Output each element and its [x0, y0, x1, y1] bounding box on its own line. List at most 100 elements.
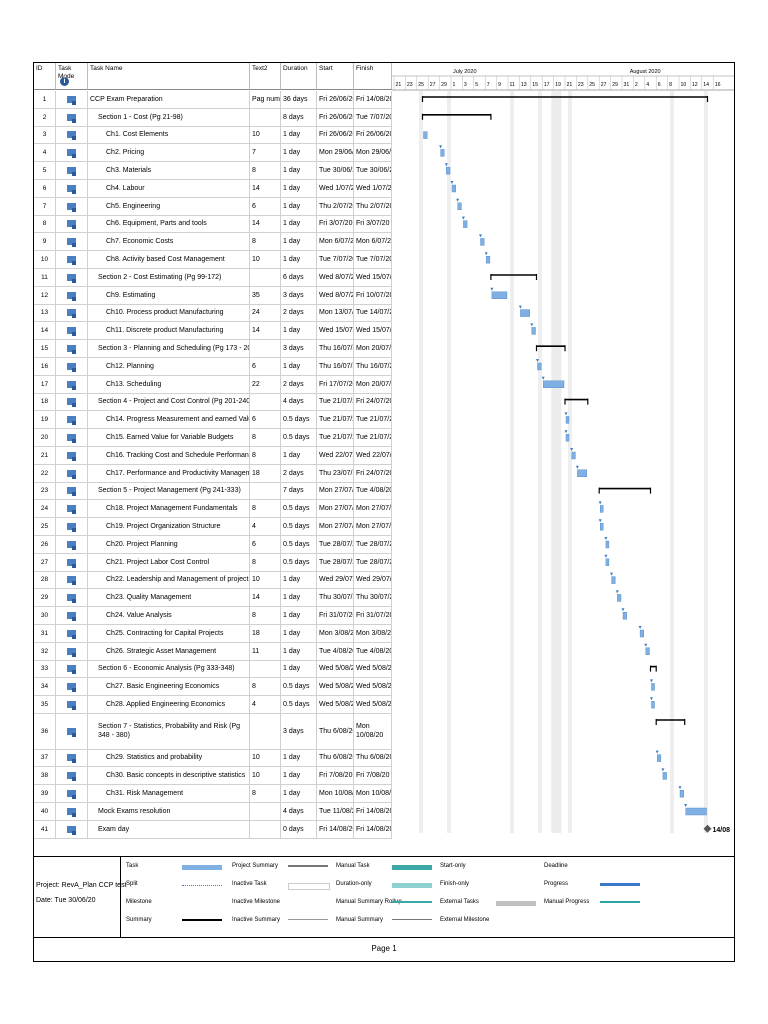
task-start: Tue 28/07/2C: [317, 553, 354, 571]
task-start-text: Fri 3/07/20: [319, 220, 353, 228]
task-bar: [605, 540, 610, 549]
task-start-text: Fri 26/06/20: [319, 113, 354, 121]
task-name: Ch29. Statistics and probability: [88, 749, 250, 767]
task-row[interactable]: 9 Ch7. Economic Costs 8 1 day Mon 6/07/20Mon…: [34, 233, 392, 252]
task-row[interactable]: 24 Ch18. Project Management Fundamentals 8…: [34, 500, 392, 519]
col-name-header[interactable]: Task Name: [88, 63, 250, 90]
task-row[interactable]: 7 Ch5. Engineering 6 1 day Thu 2/07/20 Thu 2/…: [34, 197, 392, 216]
task-name: Ch31. Risk Management: [88, 785, 250, 802]
task-row[interactable]: 35 Ch28. Applied Engineering Economics 4 0.…: [34, 696, 392, 714]
task-row[interactable]: 36 Section 7 - Statistics, Probability an…: [34, 714, 392, 750]
task-row[interactable]: 2 Section 1 - Cost (Pg 21-98) 8 days Fri 26…: [34, 108, 392, 127]
task-text2-text: Pag numbe: [252, 95, 281, 103]
task-row[interactable]: 19 Ch14. Progress Measurement and earned …: [34, 411, 392, 430]
task-row[interactable]: 15 Section 3 - Planning and Scheduling (P…: [34, 340, 392, 358]
task-row[interactable]: 6 Ch4. Labour 14 1 day Wed 1/07/20Wed 1/07/2…: [34, 180, 392, 198]
legend-item-label: Milestone: [126, 899, 152, 905]
task-id-text: 35: [40, 701, 49, 709]
task-name-text: Ch5. Engineering: [106, 202, 161, 210]
task-row[interactable]: 40 Mock Exams resolution 4 days Tue 11/08/2…: [34, 803, 392, 821]
task-bar: [599, 523, 604, 531]
task-finish: Wed 5/08/20: [354, 660, 392, 678]
task-bar: [491, 291, 508, 300]
task-id-text: 3: [42, 131, 47, 139]
task-row[interactable]: 17 Ch13. Scheduling 22 2 days Fri 17/07/20 Mo…: [34, 375, 392, 394]
task-row[interactable]: 16 Ch12. Planning 6 1 day Thu 16/07/2CThu 16…: [34, 358, 392, 376]
task-finish: Tue 4/08/20: [354, 642, 392, 660]
task-name: Section 2 - Cost Estimating (Pg 99-172): [88, 269, 250, 286]
task-name-text: Section 6 - Economic Analysis (Pg 333-34…: [98, 665, 235, 673]
task-row[interactable]: 31 Ch25. Contracting for Capital Projects…: [34, 625, 392, 643]
task-start-text: Fri 31/07/20: [319, 612, 354, 620]
task-row[interactable]: 18 Section 4 - Project and Cost Control (…: [34, 393, 392, 412]
task-row[interactable]: 41 Exam day 0 days Fri 14/08/20 Fri 14/08/20: [34, 820, 392, 839]
task-row[interactable]: 20 Ch15. Earned Value for Variable Budget…: [34, 429, 392, 447]
task-duration: 1 day: [281, 358, 317, 375]
task-finish: Tue 14/07/20: [354, 304, 392, 322]
task-row[interactable]: 8 Ch6. Equipment, Parts and tools 14 1 day F…: [34, 215, 392, 234]
task-row[interactable]: 30 Ch24. Value Analysis 8 1 day Fri 31/07/20…: [34, 607, 392, 625]
task-mode: [56, 144, 88, 162]
task-row[interactable]: 14 Ch11. Discrete product Manufacturing 14…: [34, 322, 392, 341]
task-duration: 1 day: [281, 767, 317, 785]
task-row[interactable]: 3 Ch1. Cost Elements 10 1 day Fri 26/06/20 Fr…: [34, 126, 392, 145]
task-row[interactable]: 21 Ch16. Tracking Cost and Schedule Perfo…: [34, 447, 392, 465]
task-name-text: Section 3 - Planning and Scheduling (Pg …: [98, 345, 250, 353]
task-row[interactable]: 1 CCP Exam Preparation Pag numbe36 days Fri…: [34, 91, 392, 109]
legend-item-label: Summary: [126, 917, 152, 923]
day-label: 29: [612, 82, 618, 88]
col-mode-header[interactable]: Task Mode i: [56, 63, 88, 90]
task-id-text: 25: [40, 523, 49, 531]
task-row[interactable]: 26 Ch20. Project Planning 6 0.5 days Tue 28/…: [34, 536, 392, 554]
task-mode: [56, 304, 88, 322]
task-row[interactable]: 13 Ch10. Process product Manufacturing 24 2…: [34, 304, 392, 323]
task-row[interactable]: 34 Ch27. Basic Engineering Economics 8 0.5 …: [34, 678, 392, 697]
legend-swatch: [182, 865, 222, 870]
task-row[interactable]: 39 Ch31. Risk Management 8 1 day Mon 10/08/2…: [34, 785, 392, 803]
task-text2: 8: [250, 607, 281, 624]
task-row[interactable]: 33 Section 6 - Economic Analysis (Pg 333-…: [34, 660, 392, 679]
task-row[interactable]: 27 Ch21. Project Labor Cost Control 8 0.5 d…: [34, 553, 392, 572]
task-row[interactable]: 38 Ch30. Basic concepts in descriptive st…: [34, 767, 392, 786]
task-start: Tue 21/07/2: [317, 393, 354, 411]
task-start-text: Wed 8/07/20: [319, 273, 353, 281]
task-name: Ch7. Economic Costs: [88, 233, 250, 251]
dependency-arrow: [444, 163, 448, 167]
auto-schedule-icon: [67, 469, 76, 479]
task-finish: Mon 6/07/20: [354, 233, 392, 251]
task-row[interactable]: 22 Ch17. Performance and Productivity Man…: [34, 464, 392, 483]
task-finish-text: Fri 14/08/20: [356, 825, 392, 833]
task-finish: Tue 21/07/2: [354, 411, 392, 429]
task-row[interactable]: 11 Section 2 - Cost Estimating (Pg 99-172…: [34, 269, 392, 287]
task-row[interactable]: 10 Ch8. Activity based Cost Management 10 1…: [34, 251, 392, 269]
task-finish-text: Tue 7/07/20: [356, 256, 392, 264]
task-text2-text: 14: [252, 220, 260, 228]
task-text2-text: 14: [252, 184, 260, 192]
task-row[interactable]: 23 Section 5 - Project Management (Pg 241…: [34, 482, 392, 501]
task-row[interactable]: 37 Ch29. Statistics and probability 10 1 da…: [34, 749, 392, 768]
legend-swatch: [614, 865, 620, 870]
task-text2: 14: [250, 215, 281, 233]
col-duration-header[interactable]: Duration: [281, 63, 317, 90]
col-id-header[interactable]: ID: [34, 63, 56, 90]
task-id: 16: [34, 358, 56, 375]
task-row[interactable]: 29 Ch23. Quality Management 14 1 day Thu 30/…: [34, 589, 392, 608]
task-id-text: 20: [40, 434, 49, 442]
col-start-header[interactable]: Start: [317, 63, 354, 90]
task-row[interactable]: 32 Ch26. Strategic Asset Management 11 1 da…: [34, 642, 392, 661]
col-text2-header[interactable]: Text2: [250, 63, 281, 90]
task-start-text: Mon 27/07/2: [319, 487, 353, 495]
task-row[interactable]: 12 Ch9. Estimating 35 3 days Wed 8/07/20Fri …: [34, 286, 392, 305]
task-text2: 24: [250, 304, 281, 322]
task-duration-text: 3 days: [283, 345, 304, 353]
task-row[interactable]: 5 Ch3. Materials 8 1 day Tue 30/06/2CTue 30/…: [34, 162, 392, 180]
task-row[interactable]: 28 Ch22. Leadership and Management of pro…: [34, 571, 392, 590]
auto-schedule-icon: [67, 291, 76, 301]
task-start-text: Tue 11/08/2C: [319, 807, 353, 815]
task-name-text: Ch10. Process product Manufacturing: [106, 309, 224, 317]
col-finish-header[interactable]: Finish: [354, 63, 392, 90]
task-start-text: Fri 26/06/20: [319, 95, 354, 103]
day-label: 21: [396, 82, 402, 88]
task-row[interactable]: 25 Ch19. Project Organization Structure 4 0…: [34, 518, 392, 536]
